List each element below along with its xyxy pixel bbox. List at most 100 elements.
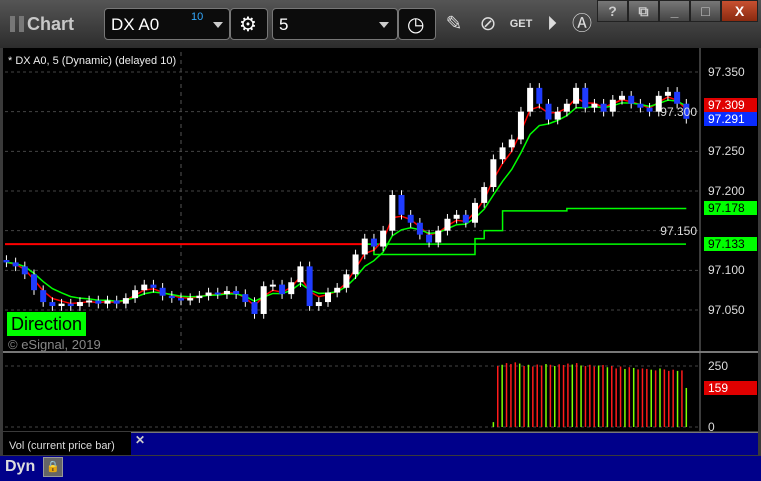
y-tick-label: 97.150 <box>660 223 697 238</box>
candle-body <box>196 295 203 299</box>
candle-body <box>416 222 423 235</box>
candle-body <box>288 282 295 295</box>
candle-body <box>536 87 543 104</box>
y-tick-label: 97.350 <box>708 65 745 79</box>
get-icon[interactable]: GET <box>509 18 533 30</box>
candle-body <box>178 298 184 301</box>
y-tick-label: 97.200 <box>708 184 745 198</box>
chevron-down-icon[interactable] <box>379 22 389 28</box>
candle-body <box>279 284 286 295</box>
candle-body <box>462 214 469 223</box>
candle-body <box>21 266 28 275</box>
candle-body <box>205 292 212 296</box>
close-button[interactable]: X <box>721 0 758 22</box>
candle-body <box>214 292 221 295</box>
candle-body <box>325 292 331 303</box>
candle-body <box>591 103 598 108</box>
candle-body <box>49 302 56 307</box>
candle-body <box>86 300 93 303</box>
dynamic-label[interactable]: Dyn <box>5 458 36 475</box>
candle-body <box>343 274 350 288</box>
chart-line-icon[interactable]: ⊘ <box>479 13 497 35</box>
help-button[interactable]: ? <box>597 0 628 22</box>
interval-combo[interactable]: 5 <box>272 8 398 40</box>
candle-body <box>554 111 561 120</box>
candle-body <box>600 103 607 112</box>
candle-body <box>527 87 534 112</box>
candle-body <box>481 187 488 203</box>
candle-body <box>40 290 47 303</box>
volume-last-label: 159 <box>704 381 757 396</box>
candle-body <box>67 303 74 307</box>
candle-body <box>159 287 166 296</box>
volume-legend-bar <box>3 432 758 455</box>
candle-body <box>370 238 377 247</box>
candle-body <box>380 230 387 247</box>
candle-body <box>122 298 129 304</box>
candle-body <box>646 107 653 112</box>
candle-body <box>233 290 240 295</box>
candle-body <box>573 87 580 104</box>
candle-body <box>609 99 616 112</box>
copyright: © eSignal, 2019 <box>8 337 101 352</box>
candle-body <box>472 202 478 223</box>
clock-icon: ◷ <box>407 14 425 36</box>
y-tick-label: 97.100 <box>708 263 745 278</box>
candle-body <box>683 103 690 119</box>
candle-body <box>582 87 589 108</box>
candle-body <box>398 194 405 215</box>
time-button[interactable]: ◷ <box>398 8 436 40</box>
chart-legend: * DX A0, 5 (Dynamic) (delayed 10) <box>8 55 177 67</box>
candle-body <box>306 266 313 307</box>
candle-body <box>168 295 175 299</box>
time-axis[interactable] <box>0 456 761 481</box>
y-tick-label: 97.300 <box>660 104 697 119</box>
candle-body <box>490 159 497 188</box>
candle-body <box>12 262 19 267</box>
candle-body <box>628 95 635 104</box>
candle-body <box>389 194 396 231</box>
candle-body <box>361 238 368 255</box>
price-label: 97.309 <box>704 97 757 112</box>
settings-button[interactable]: ⚙ <box>230 8 268 40</box>
candle-body <box>95 300 102 304</box>
candle-body <box>150 284 157 288</box>
candle-body <box>260 286 267 314</box>
maximize-button[interactable]: □ <box>690 0 721 22</box>
candle-body <box>435 230 442 243</box>
candle-body <box>113 300 120 304</box>
candle-body <box>499 147 506 160</box>
candle-body <box>508 139 515 148</box>
gear-icon: ⚙ <box>239 14 257 36</box>
restore-button[interactable]: ⧉ <box>628 0 659 22</box>
a-circle-icon[interactable]: Ⓐ <box>572 13 592 35</box>
lock-icon[interactable]: 🔒 <box>43 457 63 477</box>
window-title-text: Chart <box>27 14 75 34</box>
play-icon[interactable]: ⏵ <box>547 13 557 35</box>
candle-body <box>674 91 681 104</box>
close-study-icon[interactable]: ✕ <box>135 433 146 447</box>
candle-body <box>407 214 414 223</box>
volume-study-label[interactable]: Vol (current price bar) <box>3 432 131 455</box>
candle-body <box>31 274 37 291</box>
symbol-combo[interactable]: DX A0 10 <box>104 8 230 40</box>
chevron-down-icon[interactable] <box>213 22 223 28</box>
candle-body <box>58 303 65 307</box>
candle-body <box>655 95 662 112</box>
candle-body <box>334 287 341 293</box>
volume-tick-label: 0 <box>708 420 715 434</box>
candle-body <box>251 302 258 314</box>
candle-body <box>619 95 625 100</box>
candle-body <box>637 103 644 108</box>
candle-body <box>104 300 111 304</box>
minimize-button[interactable]: _ <box>659 0 690 22</box>
pencil-icon[interactable]: ✎ <box>445 13 463 35</box>
candle-body <box>76 302 83 307</box>
candle-body <box>563 103 570 112</box>
candle-body <box>444 218 451 231</box>
candle-body <box>315 302 322 307</box>
symbol-value: DX A0 <box>111 15 160 34</box>
price-label: 97.133 <box>704 237 757 252</box>
symbol-badge: 10 <box>191 11 204 23</box>
